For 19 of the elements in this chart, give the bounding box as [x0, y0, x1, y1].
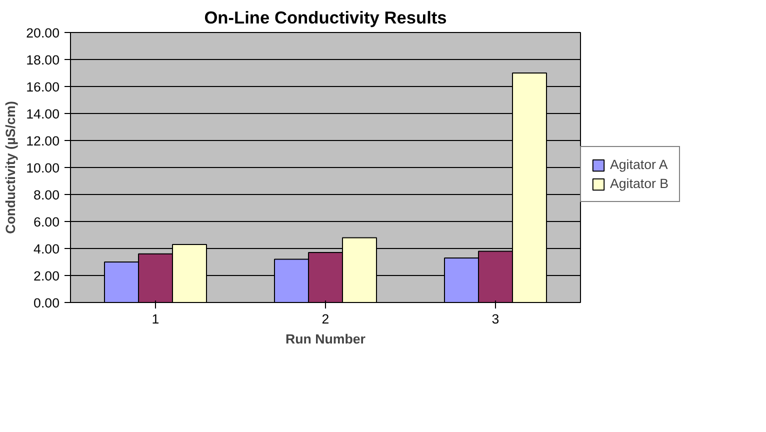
y-tick-label: 6.00 [34, 214, 60, 230]
x-tick-label: 2 [322, 312, 330, 326]
legend-label: Agitator A [610, 157, 668, 172]
y-tick-label: 14.00 [26, 106, 60, 122]
y-tick-label: 0.00 [34, 296, 60, 310]
y-tick-label: 20.00 [26, 26, 60, 40]
y-tick-label: 18.00 [26, 52, 60, 68]
y-axis-title: Conductivity (µS/cm) [3, 101, 18, 234]
y-tick-label: 16.00 [26, 80, 60, 94]
legend-label: Agitator B [610, 176, 669, 191]
x-tick-label: 3 [492, 312, 500, 326]
x-tick-label: 1 [152, 312, 160, 326]
y-tick-label: 12.00 [26, 134, 60, 148]
y-tick-label: 10.00 [26, 160, 60, 176]
x-axis-title: Run Number [286, 332, 366, 346]
y-tick-label: 8.00 [34, 188, 60, 202]
y-tick-label: 4.00 [34, 242, 60, 256]
y-tick-label: 2.00 [34, 268, 60, 284]
chart-title: On-Line Conductivity Results [204, 8, 447, 28]
